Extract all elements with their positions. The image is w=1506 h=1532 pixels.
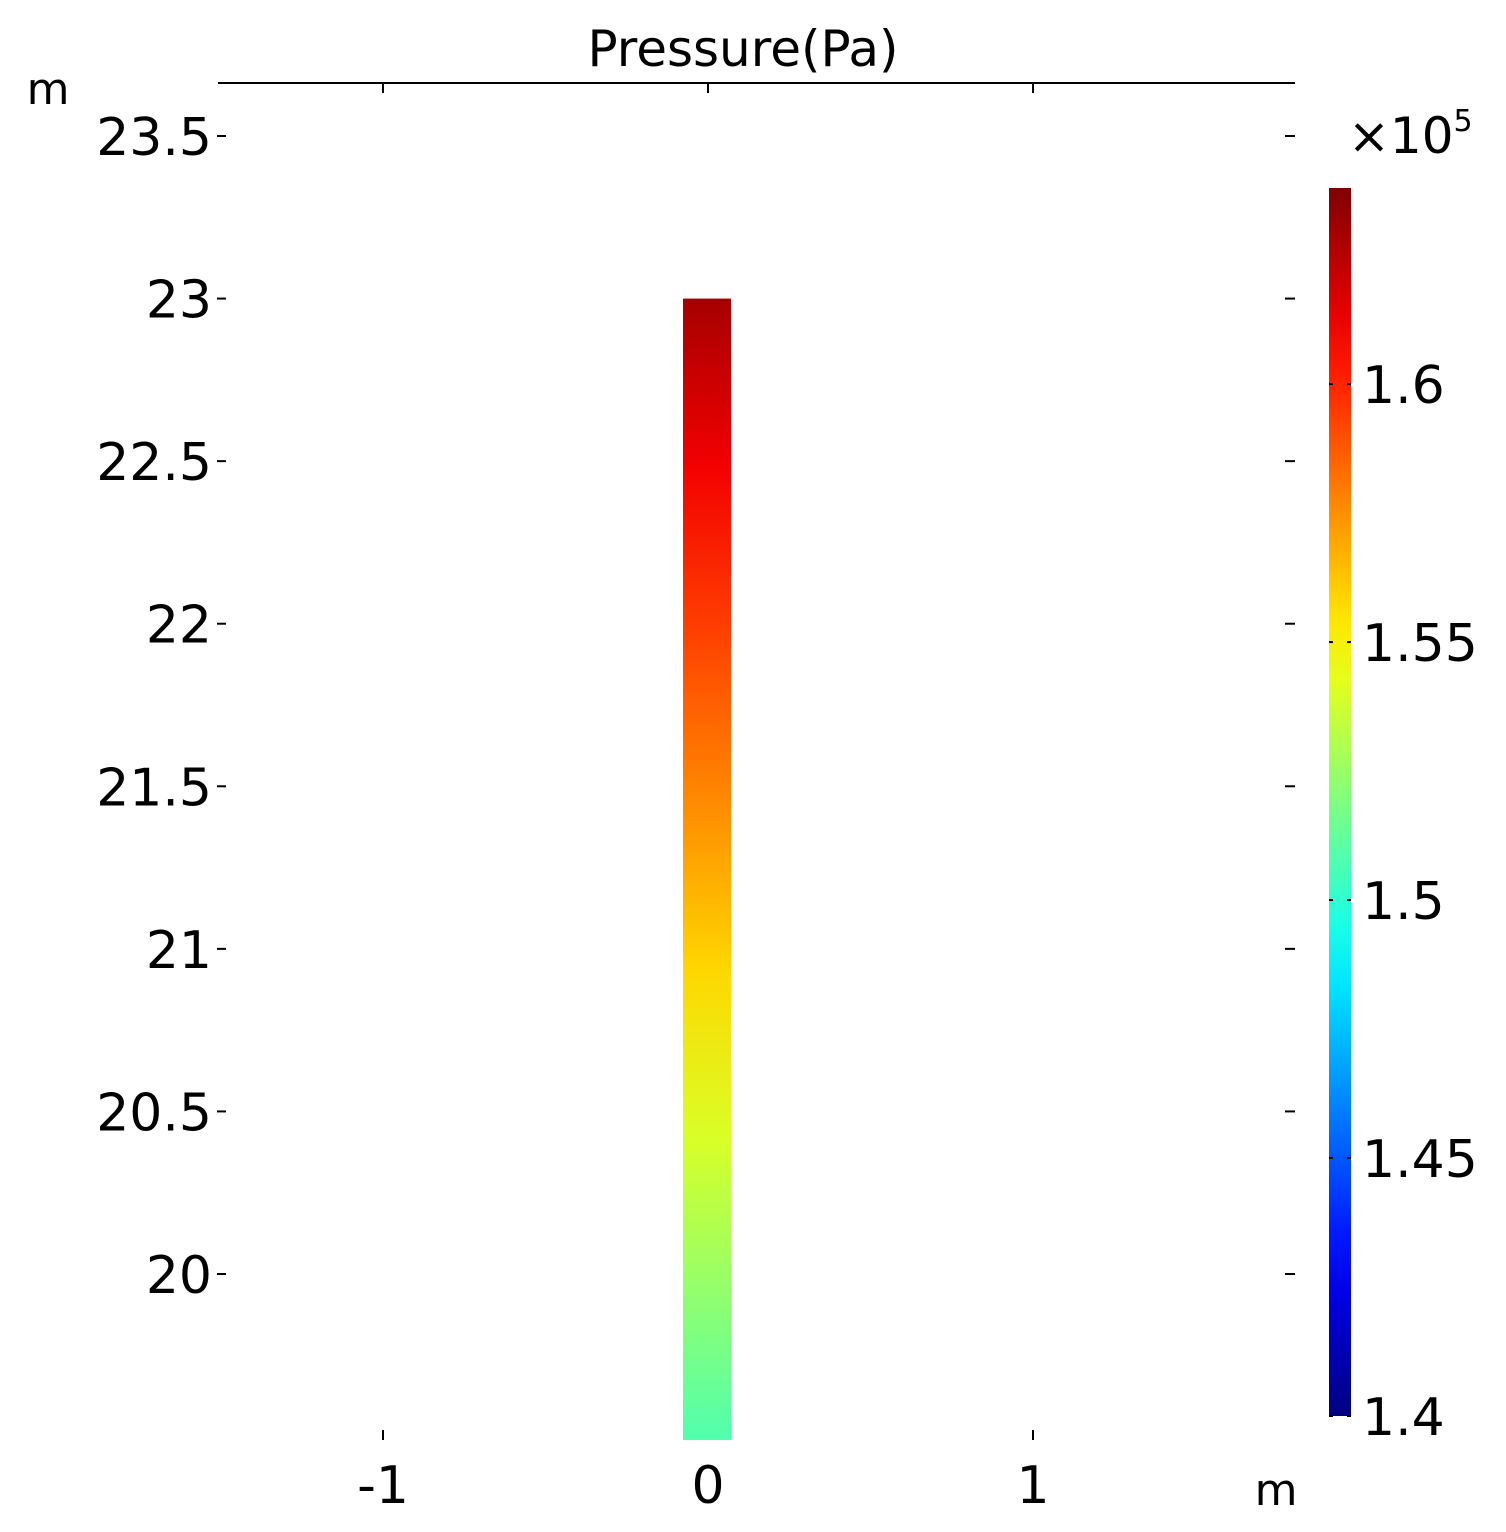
y-tick-label: 22 <box>146 596 212 656</box>
colorbar-gradient <box>1329 188 1351 1416</box>
colorbar-exponent-base: ×10 <box>1348 107 1454 165</box>
pressure-field-surface <box>683 298 731 1441</box>
y-axis-right <box>1285 135 1295 1275</box>
colorbar-tick-label: 1.6 <box>1362 356 1445 416</box>
colorbar-tick-label: 1.5 <box>1362 872 1445 932</box>
x-tick-label: 0 <box>691 1456 724 1516</box>
colorbar-exponent-label: ×105 <box>1348 104 1473 165</box>
x-axis-unit-label: m <box>1255 1465 1298 1516</box>
y-tick-label: 21.5 <box>96 758 212 818</box>
x-tick-label: 1 <box>1016 1456 1049 1516</box>
chart-title: Pressure(Pa) <box>587 20 898 78</box>
colorbar-tick-label: 1.4 <box>1362 1388 1445 1448</box>
colorbar-tick-label: 1.55 <box>1362 614 1478 674</box>
y-axis-left: 20 20.5 21 21.5 22 22.5 23 23.5 <box>96 108 226 1306</box>
y-axis-unit-label: m <box>27 64 70 115</box>
y-tick-label: 23 <box>146 271 212 331</box>
colorbar: 1.4 1.45 1.5 1.55 1.6 ×105 <box>1329 104 1478 1448</box>
y-tick-label: 22.5 <box>96 433 212 493</box>
y-tick-label: 20 <box>146 1246 212 1306</box>
y-tick-label: 23.5 <box>96 108 212 168</box>
colorbar-exponent-power: 5 <box>1454 104 1473 139</box>
x-axis: -1 0 1 <box>357 84 1050 1516</box>
y-tick-label: 21 <box>146 921 212 981</box>
colorbar-tick-label: 1.45 <box>1362 1130 1478 1190</box>
colorbar-ticks: 1.4 1.45 1.5 1.55 1.6 <box>1329 356 1478 1448</box>
y-tick-label: 20.5 <box>96 1083 212 1143</box>
x-tick-label: -1 <box>357 1456 409 1516</box>
